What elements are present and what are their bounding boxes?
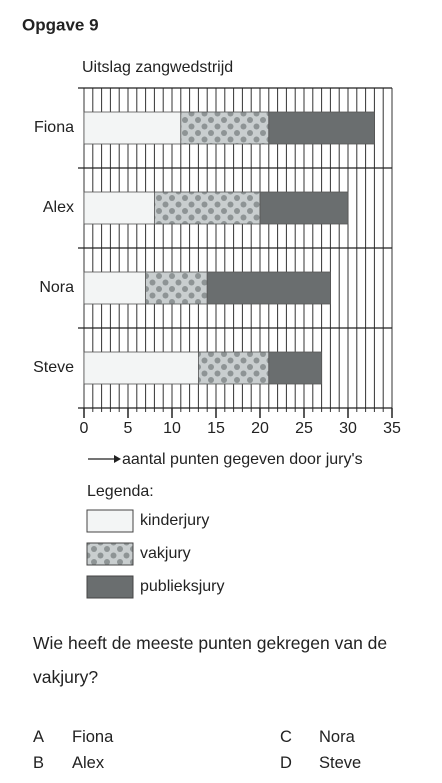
x-axis-label: aantal punten gegeven door jury's [122, 451, 363, 468]
x-tick-label: 20 [251, 420, 269, 437]
bar-segment [83, 351, 199, 385]
legend-swatch [86, 509, 134, 533]
option-text: Fiona [72, 728, 114, 746]
question: Wie heeft de meeste punten gekregen van … [33, 626, 423, 776]
bar-segment [206, 271, 331, 305]
legend-label: publieksjury [140, 578, 224, 595]
x-tick-label: 25 [295, 420, 313, 437]
option[interactable]: B Alex [33, 750, 280, 776]
legend-swatch [86, 575, 134, 599]
x-tick-label: 5 [124, 420, 133, 437]
bar-segment [259, 191, 349, 225]
heading: Opgave 9 [22, 15, 99, 34]
legend-title: Legenda: [87, 483, 154, 500]
x-tick-label: 10 [163, 420, 181, 437]
y-tick-label: Alex [43, 199, 74, 216]
x-tick-label: 0 [80, 420, 89, 437]
options: A Fiona B Alex C Nora D Steve [33, 724, 423, 776]
question-text: Wie heeft de meeste punten gekregen van … [33, 633, 388, 687]
option[interactable]: D Steve [280, 750, 430, 776]
axis-arrow-head [114, 455, 121, 463]
x-tick-label: 30 [339, 420, 357, 437]
option-letter: B [33, 754, 45, 772]
legend-label: vakjury [140, 545, 191, 562]
option-text: Nora [319, 728, 355, 746]
legend-swatch [86, 542, 134, 566]
legend-label: kinderjury [140, 512, 209, 529]
option-text: Alex [72, 754, 105, 772]
option-text: Steve [319, 754, 362, 772]
option[interactable]: A Fiona [33, 724, 280, 750]
y-tick-label: Nora [39, 279, 74, 296]
bar-segment [268, 111, 375, 145]
bar-segment [268, 351, 322, 385]
bar-segment [83, 271, 146, 305]
bar-segment [145, 271, 208, 305]
option-letter: D [280, 754, 292, 772]
bar-segment [83, 191, 155, 225]
y-tick-label: Steve [33, 359, 74, 376]
option-letter: A [33, 728, 45, 746]
x-tick-label: 15 [207, 420, 225, 437]
x-tick-label: 35 [383, 420, 401, 437]
bar-segment [153, 191, 261, 225]
y-tick-label: Fiona [34, 119, 74, 136]
chart-title: Uitslag zangwedstrijd [82, 59, 233, 76]
option-letter: C [280, 728, 292, 746]
bar-segment [197, 351, 270, 385]
bar-segment [180, 111, 270, 145]
option[interactable]: C Nora [280, 724, 430, 750]
bar-segment [83, 111, 182, 145]
